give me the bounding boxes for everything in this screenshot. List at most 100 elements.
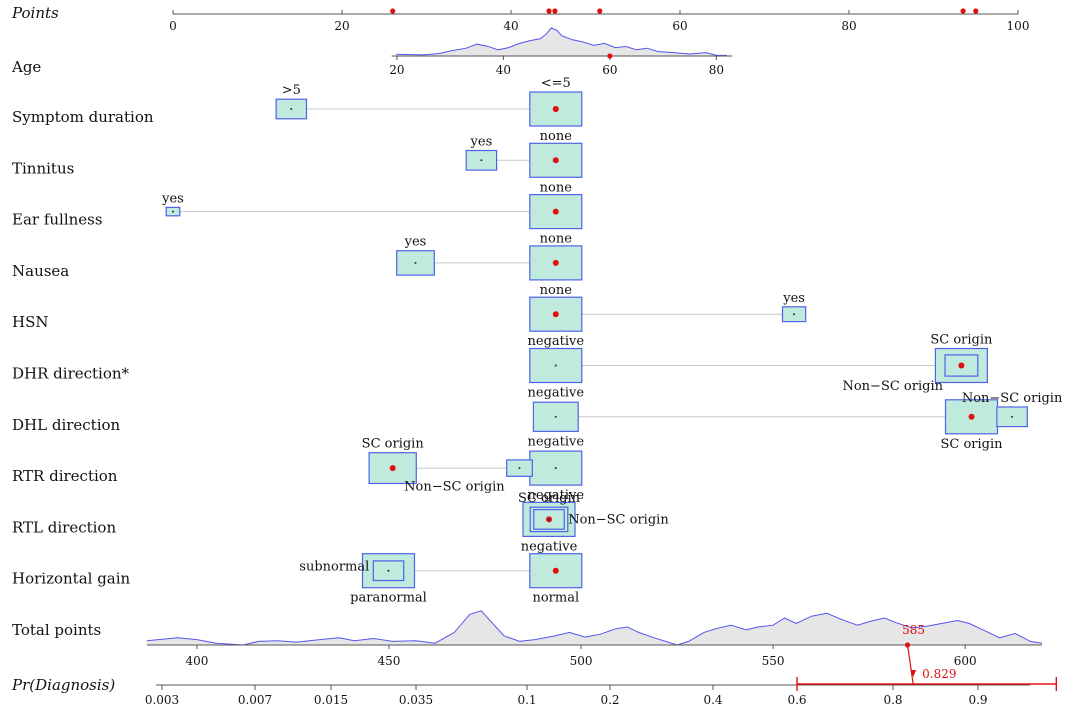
probability-marker-label: 0.829	[922, 667, 956, 681]
tinnitus-level-none: none	[540, 180, 573, 195]
tinnitus-level-yes: yes	[470, 135, 493, 150]
total-marker-label: 585	[902, 623, 925, 637]
dhr-direction-point-negative	[554, 364, 557, 367]
symptom-duration-marker-none	[552, 106, 559, 112]
points-marker	[552, 8, 558, 14]
dhl-direction-point-negative	[554, 415, 557, 418]
nausea-level-none: none	[540, 283, 573, 298]
ear-fullness-level-yes: yes	[161, 191, 184, 206]
nausea-level-yes: yes	[404, 235, 427, 250]
age-tick-label: 60	[602, 63, 617, 77]
points-tick-label: 100	[1007, 19, 1030, 33]
nausea-point-yes	[414, 261, 417, 264]
dhl-direction-level-negative: negative	[528, 434, 585, 449]
hsn-label: HSN	[12, 313, 48, 331]
probability-tick-label: 0.8	[883, 693, 902, 707]
age-density-line	[395, 27, 728, 56]
rtr-direction-point-non-sc-origin	[518, 467, 521, 470]
total-points-label: Total points	[12, 621, 101, 639]
horizontal-gain-marker-normal	[552, 567, 559, 574]
age-marker	[607, 53, 613, 59]
hsn-marker-negative	[552, 311, 559, 318]
dhr-direction-marker-sc-origin	[958, 362, 965, 369]
tinnitus-point-yes	[480, 159, 483, 162]
nausea-marker-none	[552, 259, 559, 266]
dhl-direction-marker-sc-origin	[968, 413, 975, 420]
rtr-direction-level-sc-origin: SC origin	[362, 437, 425, 452]
rtr-direction-marker-sc-origin	[389, 465, 396, 472]
probability-tick-label: 0.4	[703, 693, 722, 707]
horizontal-gain-label: Horizontal gain	[12, 570, 131, 588]
points-tick-label: 0	[169, 19, 177, 33]
rtl-direction-level-non-sc-origin: Non−SC origin	[568, 512, 669, 527]
points-marker	[597, 8, 603, 14]
rtr-direction-point-negative	[554, 467, 557, 470]
rtr-direction-level-negative: negative	[528, 488, 585, 503]
rtl-direction-label: RTL direction	[12, 518, 116, 536]
rtr-direction-label: RTR direction	[12, 467, 118, 485]
probability-tick-label: 0.9	[968, 693, 987, 707]
dhl-direction-point-non-sc-origin	[1011, 415, 1014, 418]
probability-tick-label: 0.2	[600, 693, 619, 707]
points-marker	[973, 8, 979, 14]
dhl-direction-box-sc-origin	[944, 399, 999, 435]
symptom-duration-level-5: <=5	[541, 76, 571, 91]
dhl-direction-label: DHL direction	[12, 416, 121, 434]
probability-tick-label: 0.015	[314, 693, 348, 707]
probability-tick-label: 0.007	[238, 693, 272, 707]
points-tick-label: 60	[672, 19, 687, 33]
ear-fullness-marker-none	[552, 208, 559, 215]
horizontal-gain-level-subnormal: subnormal	[299, 560, 369, 575]
symptom-duration-level-5: >5	[282, 83, 301, 98]
points-tick-label: 40	[503, 19, 518, 33]
horizontal-gain-level-normal: normal	[532, 591, 579, 606]
symptom-duration-label: Symptom duration	[12, 108, 154, 126]
rtl-direction-point-sc-origin	[548, 518, 551, 521]
total-density-fill	[147, 610, 1042, 645]
dhl-direction-level-non-sc-origin: Non−SC origin	[962, 391, 1063, 406]
rtr-direction-level-non-sc-origin: Non−SC origin	[404, 479, 505, 494]
hsn-level-negative: negative	[528, 334, 585, 349]
probability-connector	[906, 644, 914, 685]
total-tick-label: 450	[378, 654, 401, 668]
points-tick-label: 20	[334, 19, 349, 33]
tinnitus-marker-none	[552, 157, 559, 164]
points-marker	[546, 8, 552, 14]
age-label: Age	[11, 58, 41, 76]
points-marker	[960, 8, 966, 14]
horizontal-gain-box-normal	[529, 553, 583, 589]
probability-tick-label: 0.1	[517, 693, 536, 707]
total-tick-label: 400	[185, 654, 208, 668]
hsn-level-yes: yes	[782, 291, 805, 306]
points-axis-label: Points	[11, 4, 59, 22]
ear-fullness-label: Ear fullness	[12, 211, 103, 229]
dhr-direction-level-non-sc-origin: Non−SC origin	[842, 379, 943, 394]
horizontal-gain-point-paranormal	[387, 569, 390, 572]
symptom-duration-point-5	[290, 108, 293, 110]
total-density-line	[146, 610, 1043, 646]
total-tick-label: 500	[570, 654, 593, 668]
horizontal-gain-level-paranormal: paranormal	[350, 591, 427, 606]
dhl-direction-level-sc-origin: SC origin	[940, 437, 1003, 452]
dhr-direction-level-negative: negative	[528, 386, 585, 401]
points-tick-label: 80	[841, 19, 856, 33]
probability-axis-label: Pr(Diagnosis)	[11, 676, 115, 694]
hsn-point-yes	[793, 313, 796, 316]
rtl-direction-level-sc-origin: SC origin	[518, 491, 581, 506]
total-tick-label: 550	[762, 654, 785, 668]
points-marker	[390, 8, 396, 14]
dhr-direction-label: DHR direction*	[12, 365, 130, 383]
tinnitus-label: Tinnitus	[12, 159, 74, 177]
ear-fullness-level-none: none	[540, 232, 573, 247]
symptom-duration-level-none: none	[540, 129, 573, 144]
age-tick-label: 80	[709, 63, 724, 77]
probability-tick-label: 0.6	[787, 693, 806, 707]
age-tick-label: 40	[496, 63, 511, 77]
total-tick-label: 600	[954, 654, 977, 668]
probability-tick-label: 0.003	[145, 693, 179, 707]
dhr-direction-level-sc-origin: SC origin	[930, 333, 993, 348]
age-tick-label: 20	[389, 63, 404, 77]
nausea-label: Nausea	[12, 262, 69, 280]
rtl-direction-level-negative: negative	[521, 539, 578, 554]
